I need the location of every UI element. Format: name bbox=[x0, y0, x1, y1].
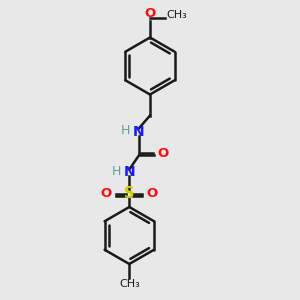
Text: CH₃: CH₃ bbox=[119, 279, 140, 289]
Text: O: O bbox=[157, 146, 168, 160]
Text: O: O bbox=[147, 187, 158, 200]
Text: S: S bbox=[124, 186, 135, 201]
Text: N: N bbox=[133, 125, 145, 139]
Text: O: O bbox=[101, 187, 112, 200]
Text: H: H bbox=[112, 164, 122, 178]
Text: H: H bbox=[121, 124, 130, 137]
Text: CH₃: CH₃ bbox=[167, 10, 187, 20]
Text: N: N bbox=[124, 166, 135, 179]
Text: O: O bbox=[144, 7, 156, 20]
